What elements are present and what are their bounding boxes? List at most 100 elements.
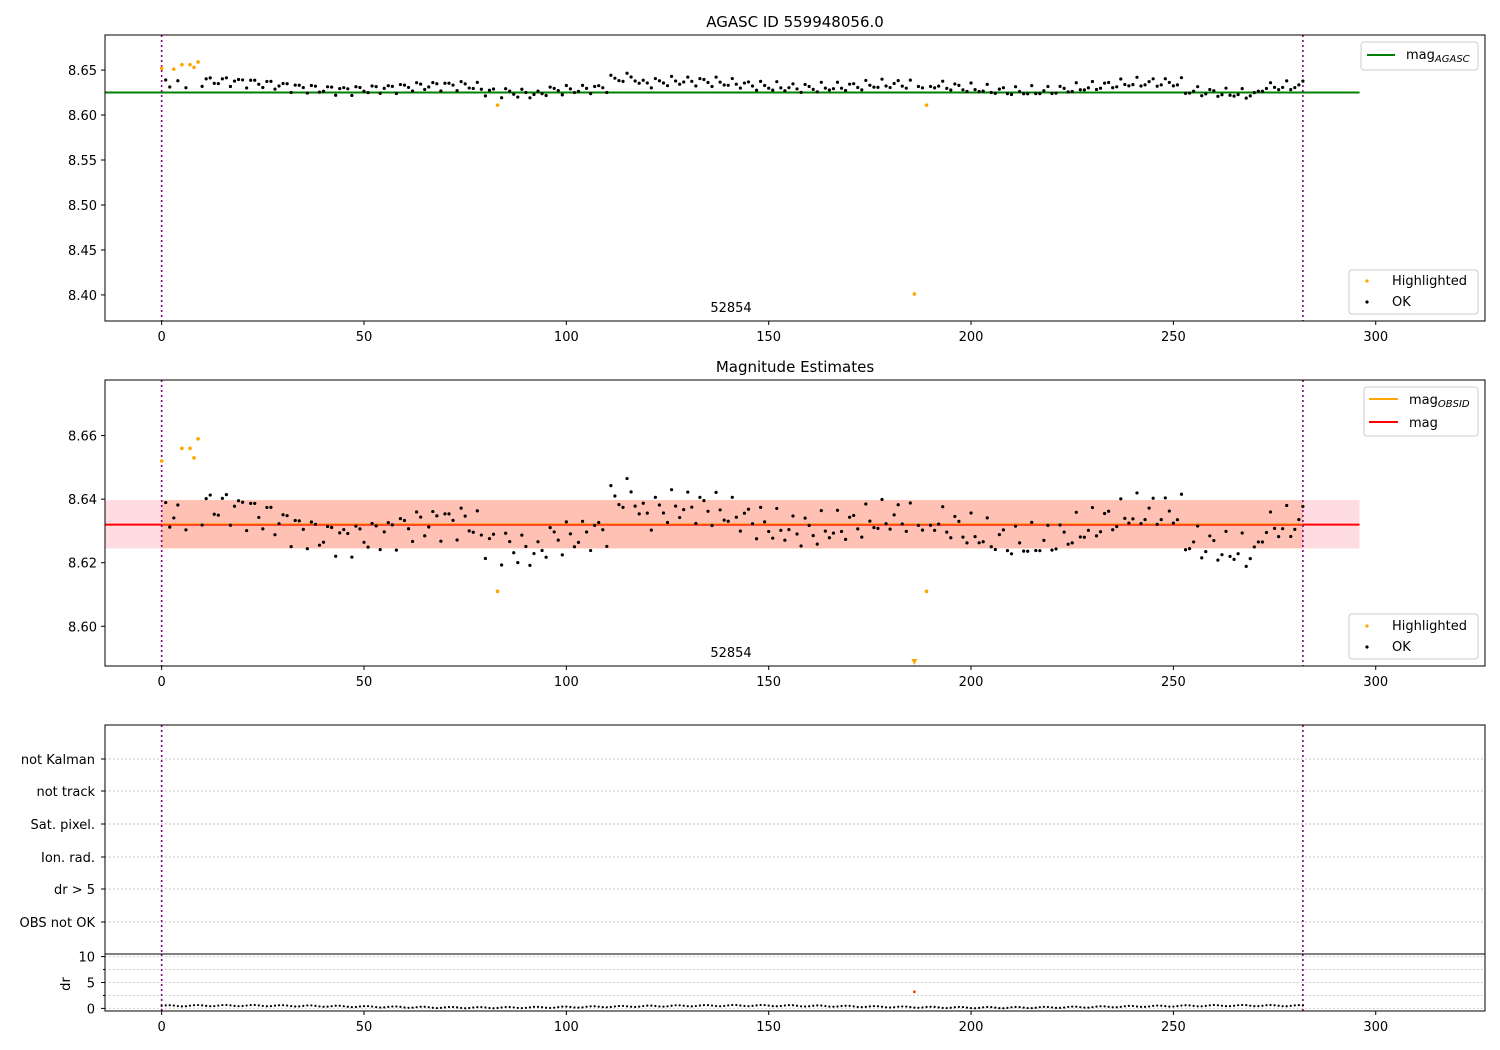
ok-point <box>864 502 868 506</box>
ok-point <box>649 86 653 90</box>
ok-point <box>1127 521 1131 525</box>
dr-point <box>820 1004 823 1007</box>
ok-point <box>338 87 342 91</box>
ok-point <box>1252 545 1256 549</box>
ok-point <box>900 84 904 88</box>
dr-point <box>370 1005 374 1008</box>
dr-point <box>1152 1004 1155 1007</box>
ok-point <box>459 506 463 510</box>
dr-point <box>706 1004 710 1007</box>
ok-point <box>204 77 208 81</box>
legend-ok-label: OK <box>1392 295 1411 310</box>
ok-point <box>1086 86 1091 90</box>
ok-point <box>831 87 836 91</box>
ok-point <box>467 86 471 90</box>
ok-point <box>277 522 281 526</box>
ok-point <box>1228 554 1232 559</box>
ok-point <box>390 523 394 527</box>
ok-point <box>916 84 921 89</box>
ok-point <box>589 92 593 96</box>
ok-point <box>220 496 224 500</box>
dr-point <box>925 1005 928 1009</box>
ok-point <box>572 90 577 95</box>
ok-point <box>394 548 398 552</box>
dr-point <box>310 1004 313 1007</box>
ok-point <box>896 79 900 83</box>
panel1-ytick-label: 8.45 <box>68 244 97 259</box>
dr-point <box>625 1005 629 1008</box>
dr-point <box>229 1004 232 1007</box>
ok-point <box>212 512 216 516</box>
ok-point <box>1082 535 1086 539</box>
dr-point <box>439 1006 442 1009</box>
ok-point <box>1115 524 1119 529</box>
dr-point <box>257 1004 260 1007</box>
ok-point <box>338 531 342 535</box>
ok-point <box>1175 518 1180 522</box>
ok-point <box>835 80 840 84</box>
ok-point <box>576 540 581 545</box>
dr-point <box>702 1003 706 1007</box>
dr-point <box>172 1004 175 1007</box>
ok-point <box>427 85 431 89</box>
ok-point <box>382 530 386 534</box>
ok-point <box>791 82 795 86</box>
ok-point <box>839 529 844 534</box>
dr-point <box>973 1007 977 1010</box>
dr-point <box>609 1005 612 1009</box>
ok-point <box>1090 79 1095 84</box>
dr-point <box>545 1006 548 1009</box>
dr-point <box>629 1005 633 1008</box>
dr-point <box>1103 1005 1106 1008</box>
ok-point <box>831 531 836 535</box>
dr-point <box>184 1005 188 1008</box>
dr-point <box>484 1006 487 1009</box>
ok-point <box>1248 94 1252 98</box>
ok-point <box>945 530 949 534</box>
ok-point <box>1192 89 1196 93</box>
dr-point <box>682 1004 685 1007</box>
dr-point <box>1172 1005 1175 1008</box>
dr-point <box>990 1006 993 1009</box>
ok-point <box>334 554 338 558</box>
ok-point <box>928 523 933 527</box>
ok-point <box>1256 89 1260 93</box>
ok-point <box>1171 521 1175 525</box>
dr-point <box>1002 1007 1005 1010</box>
dr-point <box>500 1006 503 1009</box>
ok-point <box>1277 534 1281 539</box>
ok-point <box>629 490 633 494</box>
dr-point <box>1063 1006 1066 1009</box>
highlighted-point <box>180 446 184 451</box>
ok-point <box>580 83 585 87</box>
ok-point <box>419 515 423 519</box>
ok-point <box>981 540 985 544</box>
ok-point <box>1167 509 1171 513</box>
highlighted-point <box>495 103 500 107</box>
ok-point <box>803 516 807 520</box>
ok-point <box>257 82 261 86</box>
ok-point <box>313 84 318 88</box>
ok-point <box>520 87 524 91</box>
dr-point <box>941 1006 944 1010</box>
ok-point <box>245 86 249 90</box>
ok-point <box>552 530 556 534</box>
ok-point <box>1167 80 1171 85</box>
dr-point <box>949 1006 952 1009</box>
panel4-ytick-label: 5 <box>87 977 95 992</box>
ok-point <box>1102 511 1107 516</box>
dr-point <box>1237 1004 1240 1007</box>
ok-point <box>920 86 925 90</box>
ok-point <box>184 528 188 532</box>
ok-point <box>953 82 957 86</box>
ok-point <box>1208 534 1212 538</box>
ok-point <box>1293 86 1297 90</box>
dr-point <box>755 1004 758 1007</box>
ok-point <box>823 86 827 90</box>
ok-point <box>1074 81 1078 85</box>
ok-point <box>479 533 483 537</box>
ok-point <box>621 505 625 509</box>
dr-point <box>678 1004 681 1007</box>
dr-point <box>828 1005 831 1008</box>
ok-point <box>1147 79 1151 84</box>
